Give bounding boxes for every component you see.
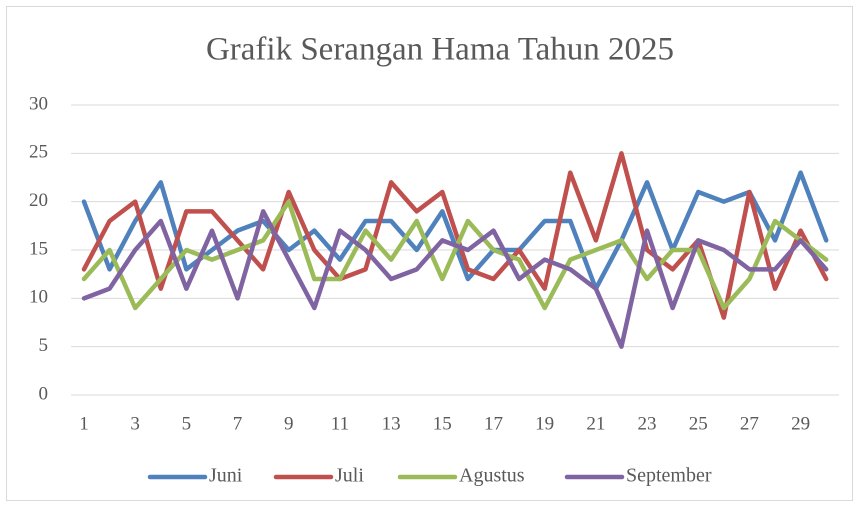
x-tick-label: 25 <box>689 413 708 434</box>
x-tick-label: 9 <box>284 413 294 434</box>
y-tick-label: 30 <box>29 93 48 114</box>
legend-label: Juli <box>335 465 364 487</box>
y-tick-label: 25 <box>29 142 48 163</box>
legend-label: September <box>626 465 712 487</box>
legend-label: Agustus <box>459 465 525 487</box>
series-line <box>81 199 829 311</box>
series-line <box>81 151 829 320</box>
x-tick-label: 19 <box>535 413 554 434</box>
y-tick-label: 20 <box>29 190 48 211</box>
x-tick-label: 7 <box>233 413 243 434</box>
series-line <box>81 209 829 349</box>
y-tick-label: 15 <box>29 238 48 259</box>
x-tick-label: 15 <box>433 413 452 434</box>
x-tick-label: 17 <box>484 413 503 434</box>
y-tick-label: 10 <box>29 287 48 308</box>
chart-title: Grafik Serangan Hama Tahun 2025 <box>206 32 674 68</box>
x-tick-label: 21 <box>586 413 605 434</box>
legend-label: Juni <box>209 465 243 487</box>
y-tick-label: 0 <box>39 383 49 404</box>
x-tick-label: 13 <box>382 413 401 434</box>
x-tick-label: 27 <box>740 413 759 434</box>
x-tick-label: 11 <box>331 413 349 434</box>
x-tick-label: 1 <box>79 413 89 434</box>
x-tick-label: 3 <box>130 413 140 434</box>
x-tick-label: 23 <box>638 413 657 434</box>
x-tick-label: 29 <box>791 413 810 434</box>
x-tick-label: 5 <box>182 413 192 434</box>
y-tick-label: 5 <box>39 335 49 356</box>
